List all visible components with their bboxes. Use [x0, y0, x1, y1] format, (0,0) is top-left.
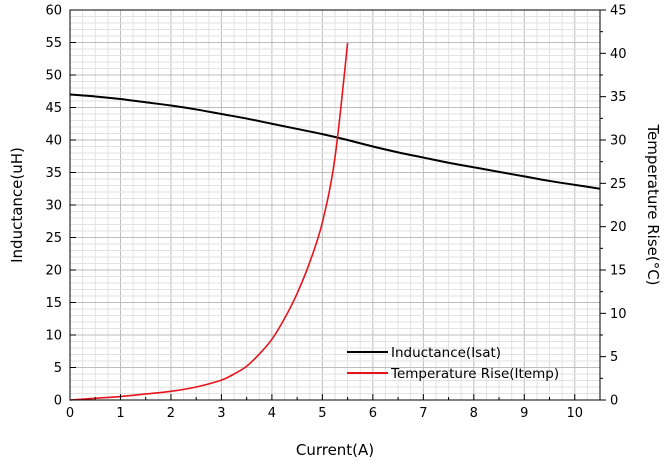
x-tick-label: 3	[217, 406, 225, 421]
y2-tick-label: 40	[610, 47, 627, 62]
series-line-2	[69, 42, 349, 401]
x-tick-label: 8	[470, 406, 478, 421]
y2-tick-label: 35	[610, 90, 627, 105]
x-tick-label: 0	[66, 406, 74, 421]
x-tick-label: 9	[520, 406, 528, 421]
y2-tick-label: 45	[610, 4, 627, 19]
legend-label-1: Inductance(Isat)	[391, 345, 501, 361]
y-tick-label: 50	[45, 69, 62, 84]
x-tick-label: 4	[268, 406, 276, 421]
y-tick-label: 60	[45, 4, 62, 19]
y-axis-title: Inductance(uH)	[8, 147, 26, 263]
y-tick-label: 0	[54, 394, 62, 409]
x-tick-label: 1	[116, 406, 124, 421]
x-tick-label: 7	[419, 406, 427, 421]
x-tick-label: 5	[318, 406, 326, 421]
y2-tick-label: 10	[610, 307, 627, 322]
x-tick-label: 10	[566, 406, 583, 421]
y-tick-label: 35	[45, 166, 62, 181]
y2-tick-label: 30	[610, 134, 627, 149]
legend-label-2: Temperature Rise(Itemp)	[390, 366, 559, 382]
legend: Inductance(Isat) Temperature Rise(Itemp)	[347, 345, 559, 382]
y-tick-label: 30	[45, 199, 62, 214]
y2-axis-title: Temperature Rise(°C)	[644, 123, 662, 285]
y2-tick-label: 25	[610, 177, 627, 192]
series-line-1	[69, 93, 601, 190]
y-tick-label: 45	[45, 101, 62, 116]
y2-tick-label: 20	[610, 220, 627, 235]
y2-tick-label: 5	[610, 350, 618, 365]
y-tick-label: 40	[45, 134, 62, 149]
axis-ticks: 0 1 2 3 4 5 6 7 8 9 100510152025303540455055600510…	[45, 4, 626, 422]
y-tick-label: 10	[45, 329, 62, 344]
y2-tick-label: 15	[610, 264, 627, 279]
y-tick-label: 55	[45, 36, 62, 51]
x-tick-label: 6	[369, 406, 377, 421]
gridlines	[70, 10, 600, 400]
x-axis-title: Current(A)	[296, 441, 374, 459]
plot-series	[69, 42, 601, 401]
y-tick-label: 25	[45, 231, 62, 246]
y-tick-label: 20	[45, 264, 62, 279]
y2-tick-label: 0	[610, 394, 618, 409]
y-tick-label: 5	[54, 361, 62, 376]
y-tick-label: 15	[45, 296, 62, 311]
x-tick-label: 2	[167, 406, 175, 421]
